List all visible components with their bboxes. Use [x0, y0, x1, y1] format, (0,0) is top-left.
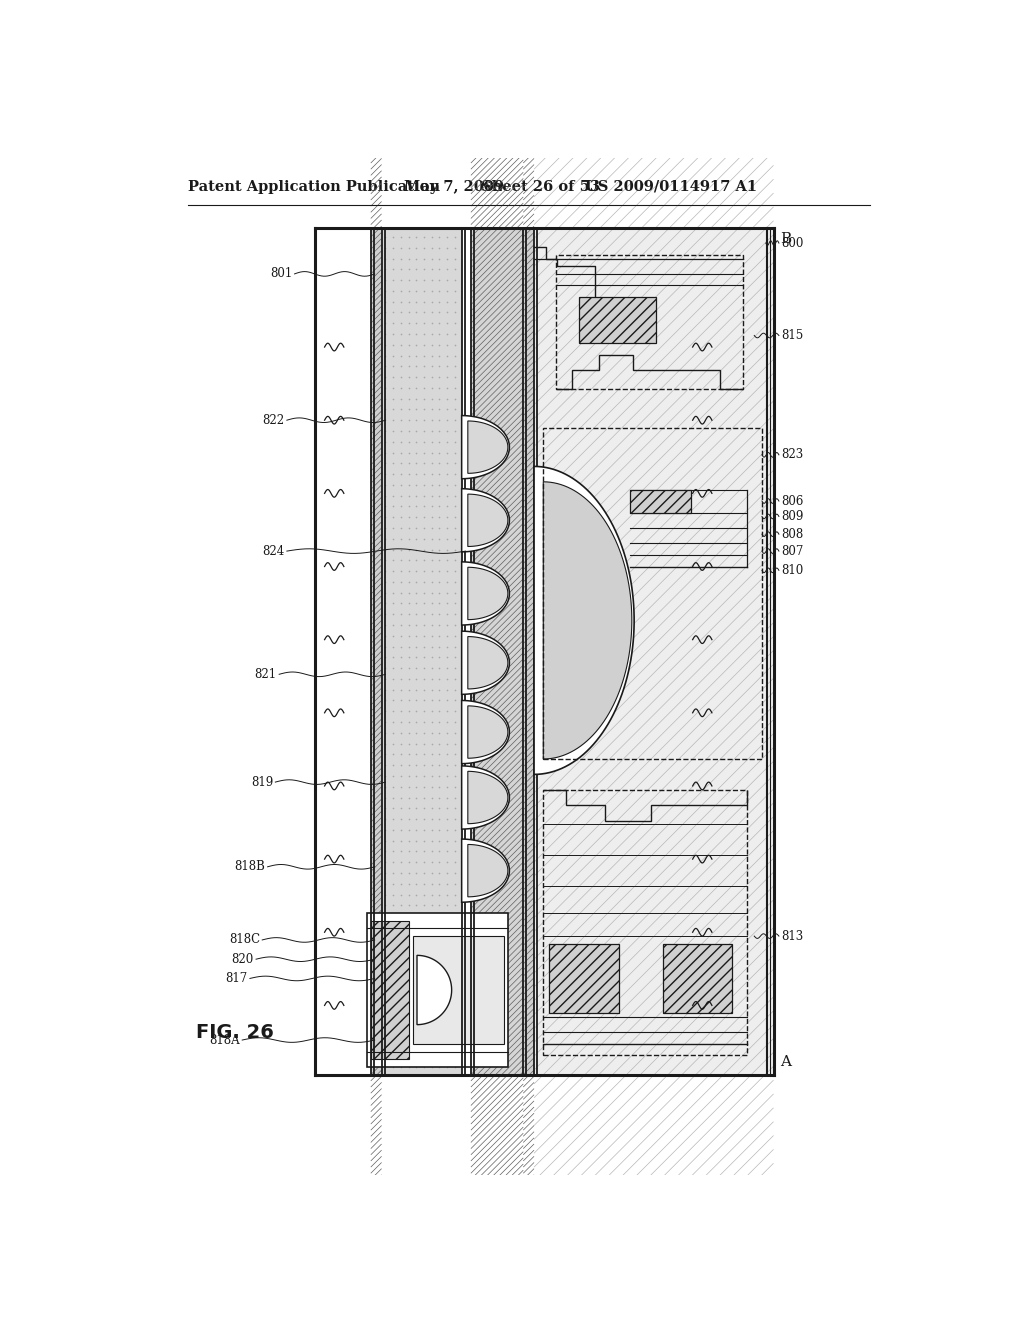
Text: FIG. 26: FIG. 26: [196, 1023, 273, 1041]
Bar: [663, 944, 732, 1014]
Polygon shape: [462, 766, 509, 829]
Text: 810: 810: [781, 564, 804, 577]
Bar: [315, 227, 371, 1074]
Text: 800: 800: [781, 236, 804, 249]
Bar: [535, 227, 773, 1074]
Text: 820: 820: [231, 953, 254, 966]
Text: May 7, 2009: May 7, 2009: [403, 180, 504, 194]
Polygon shape: [462, 488, 509, 552]
Polygon shape: [417, 956, 452, 1024]
Bar: [315, 227, 773, 1074]
Text: 818B: 818B: [234, 861, 265, 874]
Text: 824: 824: [262, 545, 285, 557]
Bar: [471, 227, 523, 1074]
Text: 813: 813: [781, 929, 804, 942]
Polygon shape: [462, 416, 509, 479]
Text: 817: 817: [225, 972, 248, 985]
Text: 818C: 818C: [228, 933, 260, 946]
Bar: [371, 921, 410, 1059]
Polygon shape: [462, 701, 509, 763]
Polygon shape: [468, 706, 508, 758]
Text: 801: 801: [270, 268, 292, 280]
Text: 822: 822: [262, 413, 285, 426]
Text: 818A: 818A: [209, 1034, 240, 1047]
Text: 821: 821: [255, 668, 276, 681]
Bar: [413, 936, 504, 1044]
Text: 815: 815: [781, 329, 804, 342]
Bar: [367, 913, 508, 1067]
Polygon shape: [468, 636, 508, 689]
Polygon shape: [462, 562, 509, 626]
Text: Sheet 26 of 53: Sheet 26 of 53: [481, 180, 600, 194]
Text: B: B: [779, 231, 791, 246]
Bar: [556, 255, 742, 389]
Bar: [550, 944, 618, 1014]
Text: 809: 809: [781, 510, 804, 523]
Bar: [544, 789, 746, 1056]
Polygon shape: [462, 631, 509, 694]
Text: A: A: [779, 1055, 791, 1069]
Text: 806: 806: [781, 495, 804, 508]
Bar: [544, 428, 762, 759]
Text: US 2009/0114917 A1: US 2009/0114917 A1: [585, 180, 757, 194]
Polygon shape: [544, 482, 632, 759]
Polygon shape: [468, 494, 508, 546]
Polygon shape: [468, 845, 508, 896]
Text: 807: 807: [781, 545, 804, 557]
Bar: [382, 227, 462, 1074]
Polygon shape: [535, 466, 634, 775]
Polygon shape: [468, 771, 508, 824]
Text: 823: 823: [781, 449, 804, 462]
Bar: [630, 490, 691, 512]
Polygon shape: [468, 568, 508, 619]
Text: 819: 819: [251, 776, 273, 788]
Bar: [371, 227, 382, 1074]
Text: Patent Application Publication: Patent Application Publication: [188, 180, 440, 194]
Text: 808: 808: [781, 528, 804, 541]
Polygon shape: [468, 421, 508, 474]
Bar: [523, 227, 535, 1074]
Polygon shape: [462, 840, 509, 903]
Bar: [580, 297, 656, 343]
